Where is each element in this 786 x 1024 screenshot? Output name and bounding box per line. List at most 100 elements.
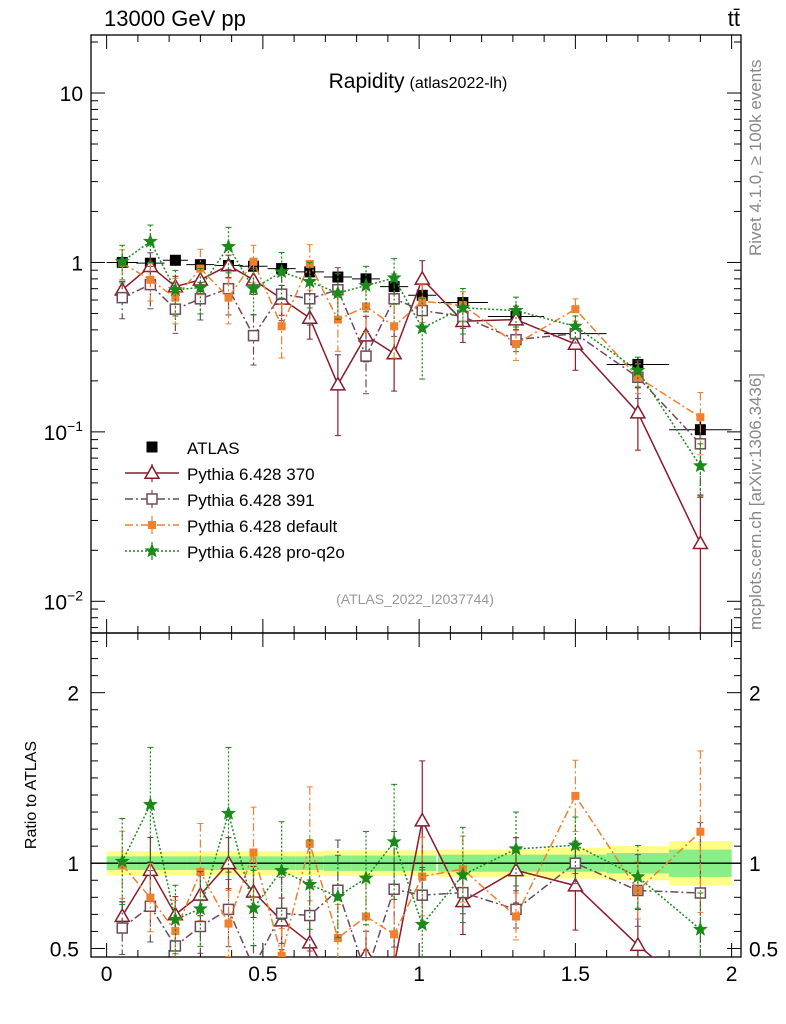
marker-triangle bbox=[567, 877, 584, 892]
tick-base: 10 bbox=[44, 422, 67, 445]
series-line bbox=[121, 802, 701, 930]
marker-star bbox=[114, 253, 130, 269]
marker-star bbox=[455, 867, 471, 882]
marker-star bbox=[414, 320, 430, 335]
series-main-3 bbox=[114, 224, 708, 499]
marker-star bbox=[386, 270, 402, 285]
marker-square-open bbox=[116, 291, 128, 304]
x-tick-label: 2 bbox=[726, 963, 738, 986]
marker-star bbox=[567, 837, 583, 852]
marker-star bbox=[114, 853, 130, 868]
marker-triangle bbox=[329, 376, 347, 391]
marker-star bbox=[358, 870, 374, 885]
marker-square bbox=[277, 322, 286, 331]
marker-square bbox=[249, 257, 258, 266]
marker-square bbox=[696, 827, 705, 836]
ratio-y-tick-label-right: 0.5 bbox=[749, 938, 778, 961]
ratio-y-tick-label-right: 1 bbox=[749, 853, 761, 876]
plot-title-main: Rapidity bbox=[329, 70, 405, 93]
tick-exponent: −2 bbox=[67, 587, 83, 603]
x-tick-label: 1 bbox=[413, 963, 425, 986]
marker-square bbox=[224, 919, 233, 928]
marker-square bbox=[148, 521, 156, 529]
marker-star bbox=[630, 362, 646, 377]
marker-star bbox=[630, 869, 646, 884]
marker-square bbox=[249, 848, 258, 857]
marker-star bbox=[330, 888, 346, 903]
marker-square-open bbox=[360, 350, 372, 362]
plot-title-analysis: (atlas2022-lh) bbox=[410, 75, 508, 92]
marker-triangle bbox=[413, 270, 431, 285]
marker-square-open bbox=[247, 329, 260, 342]
ratio-y-tick-label: 1 bbox=[67, 853, 79, 876]
marker-star bbox=[245, 900, 262, 915]
marker-star bbox=[167, 911, 183, 926]
marker-star bbox=[144, 543, 160, 558]
x-tick-label: 0.5 bbox=[248, 963, 277, 986]
legend-entry: Pythia 6.428 370 bbox=[125, 464, 315, 484]
main-y-tick-label: 10 bbox=[60, 83, 83, 106]
marker-square bbox=[571, 305, 580, 314]
marker-star bbox=[220, 238, 237, 253]
marker-square-open bbox=[194, 920, 207, 933]
main-y-tick-label: 1 bbox=[71, 252, 83, 275]
legend-label: ATLAS bbox=[187, 439, 240, 458]
marker-square bbox=[512, 340, 520, 349]
series-line bbox=[121, 818, 654, 957]
ratio-y-tick-label: 0.5 bbox=[50, 938, 79, 961]
series-ratio-3 bbox=[114, 746, 708, 957]
marker-star bbox=[142, 233, 158, 248]
tick-base: 10 bbox=[44, 591, 67, 614]
marker-square bbox=[146, 275, 155, 284]
legend-entry-atlas: ATLAS bbox=[146, 439, 240, 458]
x-tick-label: 0 bbox=[101, 963, 113, 986]
marker-square bbox=[171, 293, 180, 302]
legend-entry: Pythia 6.428 pro-q2o bbox=[125, 542, 345, 562]
legend-label: Pythia 6.428 370 bbox=[187, 465, 315, 484]
reference-label: (ATLAS_2022_I2037744) bbox=[336, 591, 494, 607]
marker-data bbox=[169, 254, 181, 266]
marker-triangle bbox=[629, 936, 647, 952]
marker-square bbox=[146, 893, 155, 902]
marker-star bbox=[358, 277, 374, 292]
marker-star bbox=[192, 901, 208, 916]
marker-triangle bbox=[629, 404, 647, 419]
marker-star bbox=[245, 280, 262, 296]
marker-star bbox=[692, 921, 708, 936]
main-y-tick-label: 10−1 bbox=[44, 418, 84, 445]
ratio-ylabel: Ratio to ATLAS bbox=[23, 741, 40, 849]
plot-title: Rapidity (atlas2022-lh) bbox=[329, 70, 508, 93]
marker-square bbox=[118, 860, 127, 869]
mcplots-site-note: mcplots.cern.ch [arXiv:1306.3436] bbox=[746, 372, 765, 630]
marker-square bbox=[512, 912, 520, 921]
marker-star bbox=[302, 876, 318, 891]
process-label: tt̄ bbox=[727, 6, 740, 31]
marker-square bbox=[418, 872, 427, 881]
marker-star bbox=[167, 281, 183, 297]
marker-star bbox=[330, 285, 346, 300]
marker-square bbox=[696, 413, 705, 422]
main-y-tick-label: 10−2 bbox=[44, 587, 84, 614]
marker-star bbox=[302, 273, 318, 288]
x-tick-label: 1.5 bbox=[561, 963, 590, 986]
marker-square bbox=[390, 930, 399, 939]
marker-star bbox=[192, 279, 208, 294]
marker-data bbox=[332, 271, 344, 283]
marker-square-open bbox=[146, 493, 158, 505]
tick-exponent: −1 bbox=[67, 418, 83, 434]
ratio-plot: 0 0.5 1 1.5 2 2 2 1 1 0.5 0.5 bbox=[50, 632, 778, 986]
legend-entry: Pythia 6.428 default bbox=[125, 516, 338, 536]
marker-star bbox=[142, 796, 158, 811]
marker-star bbox=[508, 841, 524, 856]
legend-label: Pythia 6.428 391 bbox=[187, 491, 315, 510]
marker-square bbox=[390, 322, 399, 331]
ratio-y-tick-label: 2 bbox=[67, 683, 79, 706]
marker-star bbox=[508, 302, 524, 317]
marker-star bbox=[274, 264, 290, 279]
marker-square bbox=[277, 951, 286, 957]
marker-square bbox=[571, 791, 580, 800]
marker-star bbox=[414, 916, 430, 931]
legend-entry: Pythia 6.428 391 bbox=[125, 490, 315, 510]
